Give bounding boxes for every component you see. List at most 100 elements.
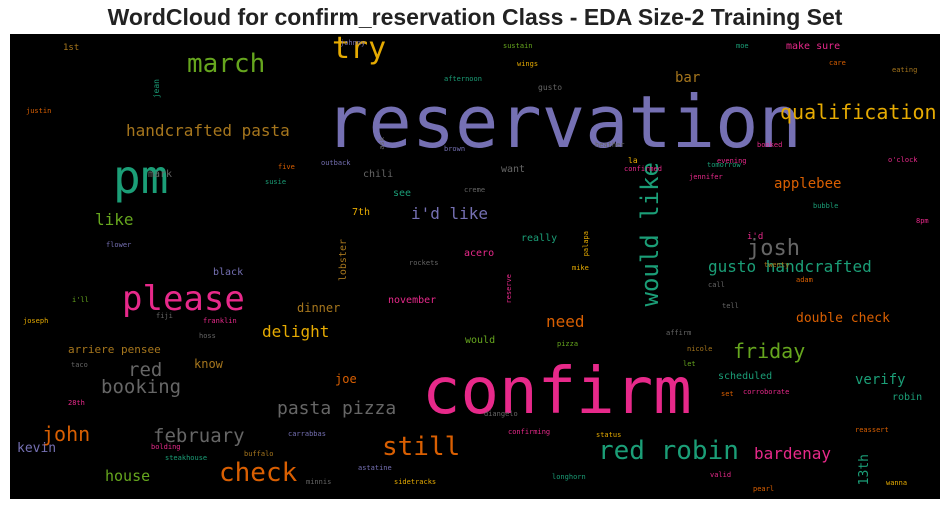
word-evening: evening <box>717 157 747 165</box>
word-john: john <box>42 422 91 446</box>
word-jennifer: jennifer <box>689 173 723 181</box>
word-acero: acero <box>464 248 495 259</box>
word-steakhouse: steakhouse <box>165 454 208 462</box>
word-check: check <box>219 458 298 488</box>
word-black: black <box>213 267 244 278</box>
word-verify: verify <box>855 372 906 388</box>
word-minnis: minnis <box>306 478 332 486</box>
word-lobster: lobster <box>338 239 349 282</box>
word-november: november <box>388 295 437 306</box>
word-affirm: affirm <box>666 329 692 337</box>
word-8pm: 8pm <box>916 217 929 225</box>
word-still: still <box>382 432 461 462</box>
word-o-clock: o'clock <box>888 156 918 164</box>
word-creme: creme <box>464 186 486 194</box>
word-josh: josh <box>747 236 800 261</box>
word-valid: valid <box>710 471 732 479</box>
word-kevin: kevin <box>17 441 57 456</box>
word-corroborate: corroborate <box>743 388 790 396</box>
word-moe: moe <box>736 42 749 50</box>
word-set: set <box>721 390 734 398</box>
chart-title: WordCloud for confirm_reservation Class … <box>107 4 843 30</box>
word-mike: mike <box>572 264 589 272</box>
word-wings: wings <box>517 60 539 68</box>
word-1st: 1st <box>63 43 80 53</box>
word-wanna: wanna <box>886 479 908 487</box>
word-delight: delight <box>262 322 330 341</box>
word-ask: ask <box>378 137 386 150</box>
word-adam: adam <box>796 276 813 284</box>
word-bardenay: bardenay <box>754 444 832 463</box>
word-would-like: would like <box>636 162 664 307</box>
word-flower: flower <box>106 241 132 249</box>
word-28th: 28th <box>68 399 85 407</box>
word-la: la <box>628 156 638 165</box>
word-susie: susie <box>265 178 287 186</box>
word-rockets: rockets <box>409 259 439 267</box>
word-pearl: pearl <box>753 485 775 493</box>
word-would: would <box>465 335 496 346</box>
word-five: five <box>278 163 295 171</box>
word-booked: booked <box>757 141 783 149</box>
word-reservation: reservation <box>325 80 802 164</box>
word-care: care <box>829 59 846 67</box>
word-carrabbas: carrabbas <box>288 430 326 438</box>
word-red-robin: red robin <box>598 436 739 466</box>
word-make-sure: make sure <box>786 41 841 52</box>
word-see: see <box>393 188 412 199</box>
word-pizza: pizza <box>557 340 579 348</box>
word-bar: bar <box>675 70 701 86</box>
word-scheduled: scheduled <box>718 371 773 382</box>
word-tell: tell <box>722 302 739 310</box>
word-handcrafted-pasta: handcrafted pasta <box>126 121 290 140</box>
word-i-d-like: i'd like <box>411 204 489 223</box>
word-pasta-pizza: pasta pizza <box>277 398 397 419</box>
word-pm: pm <box>113 150 169 204</box>
word-palapa: palapa <box>582 231 590 257</box>
word-friday: friday <box>733 339 806 363</box>
word-chili: chili <box>363 169 394 180</box>
word-march: march <box>187 49 266 79</box>
word-mark: mark <box>148 169 173 180</box>
word-february: february <box>153 425 245 447</box>
word-longhorn: longhorn <box>552 473 586 481</box>
word-confirming: confirming <box>508 428 551 436</box>
word-please: please <box>122 279 245 319</box>
word-robin: robin <box>892 392 923 403</box>
word-need: need <box>546 312 585 331</box>
word-want: want <box>501 164 526 175</box>
word-jean: jean <box>152 79 161 99</box>
word-fiji: fiji <box>156 312 173 320</box>
word-tomorrow: tomorrow <box>707 161 741 169</box>
word-qualification: qualification <box>780 100 937 124</box>
word-confirm: confirm <box>422 355 692 429</box>
word-justin: justin <box>26 107 52 115</box>
word-sidetracks: sidetracks <box>394 478 437 486</box>
word-try: try <box>332 34 387 66</box>
word-eating: eating <box>892 66 918 74</box>
word-afternoon: afternoon <box>444 75 482 83</box>
word-cloud: reservation confirm pm please try march would … <box>10 34 940 499</box>
word-confirmed: confirmed <box>624 165 662 173</box>
word-bubble: bubble <box>813 202 839 210</box>
word-really: really <box>521 233 558 244</box>
word-arriere-pensee: arriere pensee <box>68 343 161 356</box>
word-applebee: applebee <box>774 176 842 192</box>
word-know: know <box>194 357 223 371</box>
word-gusto: gusto <box>538 83 563 92</box>
word-status: status <box>596 431 622 439</box>
word-hoss: hoss <box>199 332 216 340</box>
word-buffalo: buffalo <box>244 450 274 458</box>
word-13th: 13th <box>857 454 872 486</box>
word-outback: outback <box>321 159 351 167</box>
word-dinner: dinner <box>297 301 341 315</box>
word-bolding: bolding <box>151 443 181 451</box>
word-joseph: joseph <box>23 317 49 325</box>
word-house: house <box>105 467 151 485</box>
word-taco: taco <box>71 361 88 369</box>
word-let: let <box>683 360 696 368</box>
word-gusto-handcrafted: gusto handcrafted <box>708 257 872 276</box>
word-joe: joe <box>335 372 357 386</box>
word-franklin: franklin <box>203 317 237 325</box>
word-double-check: double check <box>796 311 890 326</box>
